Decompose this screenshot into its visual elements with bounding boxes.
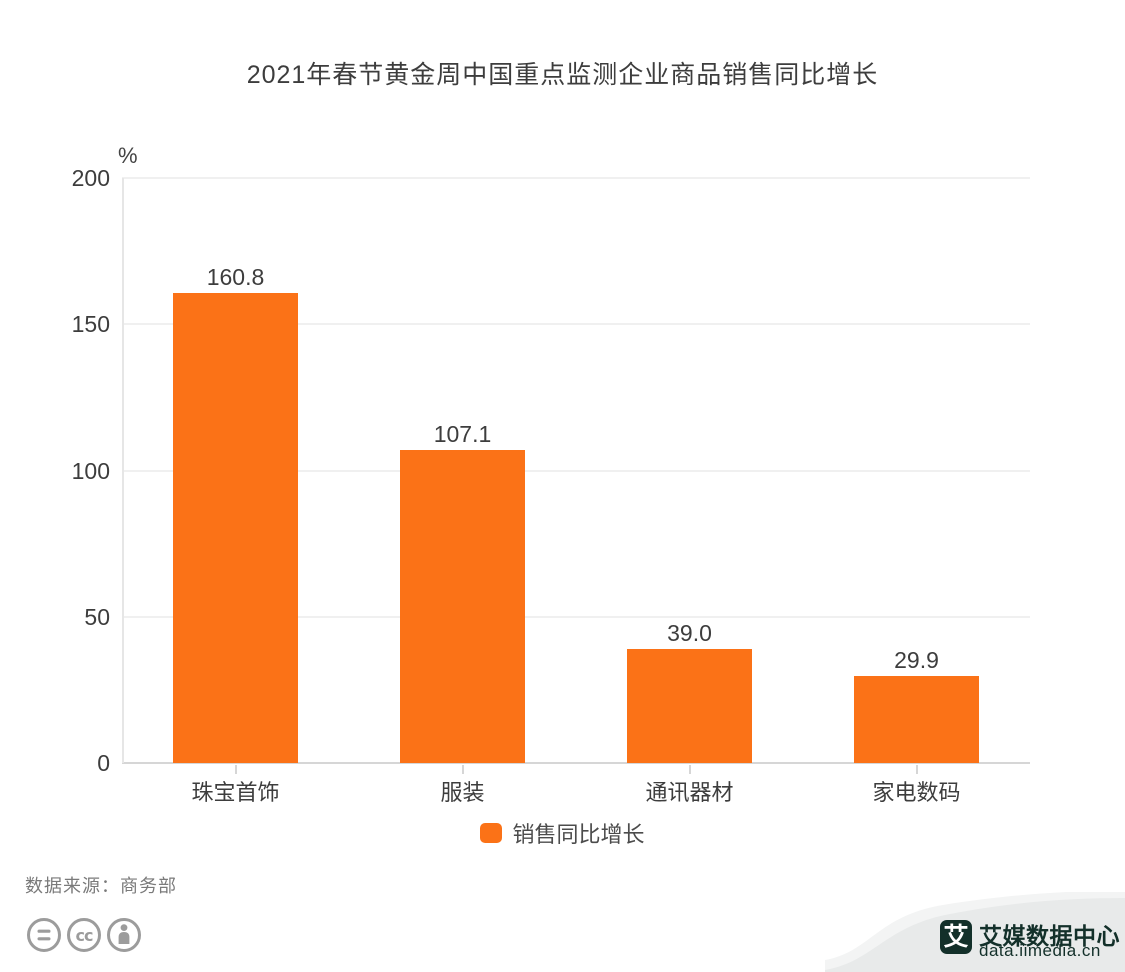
iimedia-logo-icon: 艾: [940, 920, 972, 954]
y-axis-tick-label: 100: [71, 457, 110, 484]
chart-title: 2021年春节黄金周中国重点监测企业商品销售同比增长: [246, 61, 879, 89]
bar: [173, 292, 298, 763]
bar: [400, 449, 525, 763]
x-axis-tick-mark: [461, 765, 464, 774]
y-axis-tick-label: 0: [97, 750, 110, 776]
y-axis-tick-label: 150: [71, 311, 110, 338]
bar: [627, 648, 752, 763]
x-axis-tick-mark: [234, 765, 237, 774]
creative-commons-badges: cc: [24, 915, 148, 960]
legend: 销售同比增长: [0, 817, 1125, 849]
legend-label: 销售同比增长: [512, 822, 645, 847]
bar-value-label: 29.9: [894, 646, 939, 673]
gridline: [122, 323, 1030, 326]
gridline: [122, 469, 1030, 472]
gridline: [122, 177, 1030, 179]
x-axis-line: [122, 762, 1030, 764]
person-icon: [107, 918, 141, 952]
y-axis-unit-label: %: [118, 143, 138, 168]
bar-value-label: 107.1: [433, 420, 492, 447]
watermark-domain: data.iimedia.cn: [979, 941, 1101, 960]
watermark-wave-background: [825, 892, 1125, 972]
equals-icon: [27, 918, 61, 952]
x-axis-tick-mark: [688, 765, 691, 774]
y-axis-tick-label: 50: [84, 603, 110, 630]
cc-icon: cc: [67, 918, 101, 952]
x-axis-category-label: 珠宝首饰: [191, 780, 280, 805]
svg-text:cc: cc: [76, 926, 93, 945]
bar-value-label: 39.0: [667, 619, 712, 646]
y-axis-line: [122, 178, 124, 763]
x-axis-tick-mark: [915, 765, 918, 774]
data-source-note: 数据来源：商务部: [25, 876, 177, 896]
y-axis-tick-label: 200: [71, 165, 110, 191]
legend-swatch-icon: [480, 823, 503, 843]
bar: [854, 675, 979, 763]
x-axis-category-label: 家电数码: [872, 780, 961, 805]
x-axis-category-label: 通讯器材: [645, 780, 734, 805]
watermark-brand-name: 艾媒数据中心: [979, 923, 1120, 949]
x-axis-category-label: 服装: [440, 780, 485, 805]
bar-value-label: 160.8: [206, 263, 265, 290]
gridline: [122, 615, 1030, 618]
